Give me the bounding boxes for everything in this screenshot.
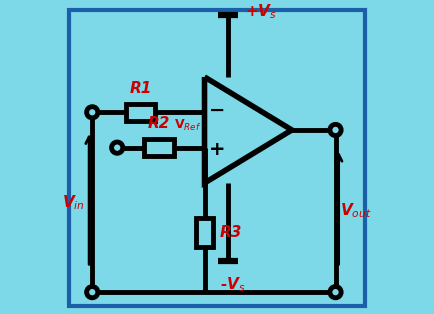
Text: R2: R2 [148, 116, 171, 131]
Circle shape [330, 287, 341, 298]
Circle shape [87, 107, 98, 118]
Text: +: + [209, 140, 225, 159]
Circle shape [87, 107, 98, 118]
Circle shape [112, 142, 123, 153]
Text: R1: R1 [129, 81, 152, 96]
Text: +V$_s$: +V$_s$ [245, 2, 277, 21]
Text: V$_{Ref}$: V$_{Ref}$ [174, 118, 201, 133]
Bar [126, 104, 155, 121]
Circle shape [87, 287, 98, 298]
Text: -V$_s$: -V$_s$ [220, 275, 245, 294]
Text: R3: R3 [219, 225, 242, 240]
Text: V$_{out}$: V$_{out}$ [340, 202, 372, 220]
Circle shape [330, 124, 341, 136]
Circle shape [330, 124, 341, 136]
Polygon shape [204, 77, 292, 183]
Text: V$_{in}$: V$_{in}$ [62, 193, 85, 212]
Bar [145, 139, 174, 156]
Circle shape [112, 142, 123, 153]
Bar [196, 218, 213, 247]
Text: −: − [209, 101, 225, 120]
Circle shape [87, 287, 98, 298]
FancyBboxPatch shape [69, 10, 365, 306]
Circle shape [330, 287, 341, 298]
